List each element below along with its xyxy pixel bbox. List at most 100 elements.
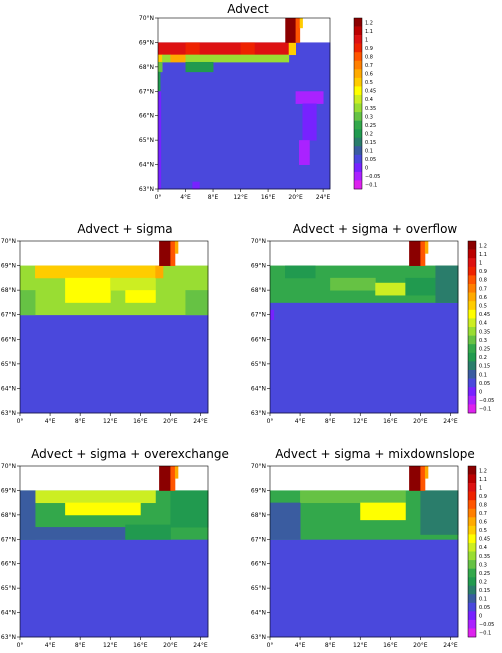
x-tick-label: 0° xyxy=(17,642,24,649)
plot-frame xyxy=(19,465,209,638)
colorbar-label: 1 xyxy=(365,37,368,43)
colorbar-swatch xyxy=(468,585,476,595)
colorbar-swatch xyxy=(354,163,362,173)
colorbar-label: 0.5 xyxy=(365,80,373,86)
x-tick-label: 20°E xyxy=(163,642,178,649)
y-tick-label: 70°N xyxy=(1,463,16,470)
x-tick-label: 24°E xyxy=(316,194,331,201)
panel-advect-sigma-overflow: Advect + sigma + overflow 0° 4°E 8°E 12°E 16… xyxy=(251,222,494,425)
colorbar-label: 0.35 xyxy=(365,106,376,112)
hotspot-cell xyxy=(420,241,426,266)
colorbar-swatch xyxy=(468,404,476,414)
colorbar-swatch xyxy=(468,361,476,371)
colorbar-frame xyxy=(353,17,363,190)
x-tick-label: 20°E xyxy=(163,418,178,425)
x-tick-label: 16°E xyxy=(383,418,398,425)
colorbar-label: 1 xyxy=(479,485,482,491)
colorbar-label: 0.2 xyxy=(365,131,373,137)
x-tick-label: 8°E xyxy=(75,642,86,649)
colorbar-label: 0.5 xyxy=(479,304,487,310)
ocean-background xyxy=(20,314,209,414)
colorbar-label: 0.8 xyxy=(479,502,487,508)
y-tick-label: 67°N xyxy=(251,536,266,543)
colorbar-label: 0.6 xyxy=(479,520,487,526)
band-cell xyxy=(125,524,171,540)
band-cell xyxy=(185,290,209,316)
y-tick-label: 67°N xyxy=(139,88,154,95)
colorbar-label: 0.35 xyxy=(479,554,490,560)
band-cell xyxy=(288,42,296,56)
y-tick-label: 68°N xyxy=(251,287,266,294)
colorbar-label: 0.6 xyxy=(365,72,373,78)
panel-advect-sigma: Advect + sigma 0° 4°E 8°E 12°E 16°E 20°E 24°E 6… xyxy=(1,222,209,425)
band-cell xyxy=(185,42,200,56)
y-tick-label: 68°N xyxy=(251,512,266,519)
hotspot-cell xyxy=(170,466,176,491)
colorbar-label: 1.2 xyxy=(479,243,487,249)
colorbar-swatch xyxy=(468,387,476,397)
hotspot-cell xyxy=(299,18,303,29)
colorbar-swatch xyxy=(468,500,476,510)
colorbar-label: 0.7 xyxy=(479,286,487,292)
colorbar-label: 0.15 xyxy=(479,364,490,370)
colorbar-swatch xyxy=(354,60,362,70)
colorbar-label: −0.05 xyxy=(365,174,380,180)
panel-title: Advect + sigma + mixdownslope xyxy=(275,447,474,461)
hotspot-cell xyxy=(424,241,429,254)
band-cell xyxy=(110,277,156,291)
ocean-background xyxy=(20,539,209,638)
panel-title: Advect + sigma + overexchange xyxy=(31,447,229,461)
colorbar-label: 0.45 xyxy=(479,537,490,543)
x-tick-label: 24°E xyxy=(443,642,458,649)
colorbar-swatch xyxy=(468,249,476,259)
hotspot-cell xyxy=(170,241,176,266)
colorbar-label: 1.1 xyxy=(479,252,487,258)
colorbar-frame xyxy=(467,465,477,638)
colorbar-label: 0.7 xyxy=(365,63,373,69)
colorbar-swatch xyxy=(468,241,476,250)
negative-cell xyxy=(158,91,162,190)
plot-area: 0° 4°E 8°E 12°E 16°E 20°E 24°E 63°N 64°N 65°N 66°N… xyxy=(1,238,209,425)
colorbar-swatch xyxy=(468,483,476,492)
colorbar-label: 0 xyxy=(365,166,368,172)
colorbar-label: 1.1 xyxy=(365,29,373,35)
colorbar-swatch xyxy=(468,594,476,604)
colorbar-swatch xyxy=(468,335,476,345)
colorbar-frame xyxy=(467,240,477,414)
colorbar-label: 1.2 xyxy=(479,468,487,474)
colorbar-label: 0.1 xyxy=(479,372,487,378)
colorbar-swatch xyxy=(354,180,362,190)
colorbar-swatch xyxy=(468,370,476,379)
colorbar-swatch xyxy=(354,26,362,36)
colorbar-label: 0.4 xyxy=(479,545,487,551)
y-tick-label: 65°N xyxy=(1,585,16,592)
colorbar-label: 0.4 xyxy=(479,321,487,327)
colorbar-label: 0 xyxy=(479,614,482,620)
y-tick-label: 70°N xyxy=(251,238,266,245)
y-tick-label: 64°N xyxy=(251,610,266,617)
y-tick-label: 70°N xyxy=(139,15,154,22)
x-tick-label: 8°E xyxy=(325,418,336,425)
colorbar-label: −0.05 xyxy=(479,398,494,404)
colorbar-swatch xyxy=(468,327,476,336)
colorbar-label: 0.3 xyxy=(479,338,487,344)
panel-advect: Advect 0° 4°E 8°E 12°E 16°E 20°E 24°E 63°N 64°N 6… xyxy=(139,2,380,201)
x-tick-label: 0° xyxy=(17,418,24,425)
colorbar: 1.2 1.1 1 0.9 0.8 0.7 0.6 0.5 0.45 0.4 0.35 0.3 0.25… xyxy=(467,465,494,638)
colorbar-swatch xyxy=(354,69,362,79)
colorbar-swatch xyxy=(468,517,476,527)
colorbar-label: 0.05 xyxy=(479,381,490,387)
x-tick-label: 4°E xyxy=(180,194,191,201)
plot-area: 0° 4°E 8°E 12°E 16°E 20°E 24°E 63°N 64°N 65°N 66°N… xyxy=(251,463,459,649)
plot-frame xyxy=(269,465,459,638)
colorbar-label: −0.1 xyxy=(479,631,491,637)
negative-cell xyxy=(270,309,275,321)
colorbar-swatch xyxy=(354,52,362,62)
band-cell xyxy=(155,265,164,279)
x-tick-label: 20°E xyxy=(413,642,428,649)
y-tick-label: 66°N xyxy=(251,336,266,343)
x-tick-label: 0° xyxy=(155,194,162,201)
x-tick-label: 0° xyxy=(267,642,274,649)
colorbar-swatch xyxy=(468,378,476,388)
